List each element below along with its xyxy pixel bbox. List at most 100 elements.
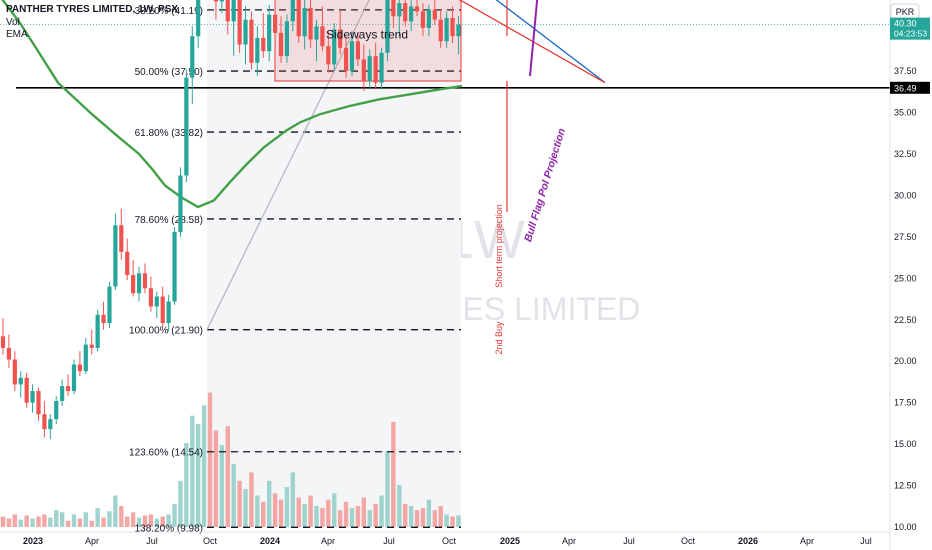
volume-bar bbox=[314, 506, 319, 527]
candle-body bbox=[438, 19, 443, 42]
volume-bar bbox=[113, 495, 118, 527]
candle-body bbox=[231, 0, 236, 22]
price-tick-label: 25.00 bbox=[894, 273, 917, 283]
volume-bar bbox=[414, 510, 420, 527]
volume-bar bbox=[391, 422, 396, 527]
fibonacci-levels[interactable]: 0.00% (53.11)23.60% (45.74)38.20% (41.19… bbox=[129, 0, 461, 534]
time-tick-label: Apr bbox=[562, 536, 576, 546]
time-tick-label: Oct bbox=[442, 536, 457, 546]
volume-bar bbox=[190, 415, 195, 527]
volume-bar bbox=[18, 519, 23, 527]
candle-body bbox=[160, 296, 165, 324]
candle-body bbox=[308, 8, 313, 40]
candle-body bbox=[12, 359, 17, 385]
candle-body bbox=[154, 296, 159, 307]
fib-level-label: 50.00% (37.50) bbox=[135, 67, 203, 78]
price-tick-label: 12.50 bbox=[894, 481, 917, 491]
volume-bar bbox=[320, 508, 325, 527]
fib-level-label: 138.20% (9.98) bbox=[135, 523, 203, 534]
candle-body bbox=[18, 377, 23, 385]
price-axis[interactable]: PKR 10.00 12.50 15.00 17.50 20.00 22.50 25.00 27… bbox=[889, 0, 932, 550]
volume-bar bbox=[24, 515, 29, 527]
candle-body bbox=[343, 47, 349, 72]
candle-body bbox=[379, 52, 384, 83]
price-tick-label: 37.50 bbox=[894, 66, 917, 76]
candle-body bbox=[178, 175, 183, 232]
candle-body bbox=[184, 77, 189, 176]
short-projection-label: Short term projection bbox=[494, 204, 504, 288]
volume-bar bbox=[225, 426, 230, 527]
volume-legend: Vol bbox=[6, 17, 20, 28]
volume-bar bbox=[101, 517, 106, 527]
candle-body bbox=[83, 344, 88, 372]
volume-bar bbox=[343, 501, 349, 527]
candle-body bbox=[284, 21, 290, 57]
volume-bar bbox=[349, 508, 355, 527]
volume-bar bbox=[397, 485, 402, 527]
candle-body bbox=[95, 314, 100, 348]
fib-level-label: 123.60% (14.54) bbox=[129, 448, 203, 459]
volume-bar bbox=[219, 445, 225, 527]
volume-bar bbox=[408, 506, 414, 527]
volume-bar bbox=[54, 510, 59, 527]
volume-bar bbox=[290, 472, 296, 527]
candle-body bbox=[54, 400, 59, 420]
volume-bar bbox=[59, 512, 65, 527]
time-tick-label: Jul bbox=[860, 536, 872, 546]
candle-body bbox=[267, 14, 272, 52]
candle-body bbox=[65, 386, 71, 392]
volume-bar bbox=[12, 514, 18, 527]
volume-bar bbox=[89, 520, 94, 527]
current-price-value: 40.30 bbox=[894, 19, 917, 29]
volume-bar bbox=[308, 495, 313, 527]
volume-bar bbox=[83, 512, 89, 527]
ema-line bbox=[1, 0, 463, 209]
volume-bar bbox=[403, 503, 408, 527]
ema-polyline bbox=[1, 0, 463, 209]
volume-bar bbox=[272, 493, 278, 527]
volume-bar bbox=[154, 518, 159, 527]
volume-bar bbox=[456, 515, 461, 527]
currency-label: PKR bbox=[896, 7, 915, 17]
blue-trendline[interactable] bbox=[257, 0, 606, 84]
volume-bar bbox=[148, 514, 154, 527]
price-tick-label: 35.00 bbox=[894, 108, 917, 118]
candle-body bbox=[213, 0, 219, 2]
candle-body bbox=[60, 386, 65, 401]
volume-bar bbox=[48, 517, 53, 527]
volume-bar bbox=[166, 514, 171, 527]
volume-bar bbox=[125, 516, 130, 527]
candle-body bbox=[302, 8, 307, 37]
candle-body bbox=[261, 37, 266, 52]
volume-bar bbox=[426, 499, 432, 527]
candle-body bbox=[367, 56, 372, 81]
price-tick-label: 32.50 bbox=[894, 149, 917, 159]
volume-bar bbox=[243, 489, 248, 527]
candle-body bbox=[101, 314, 106, 324]
time-axis[interactable]: 2023 Apr Jul Oct 2024 Apr Jul Oct 2025 Apr Jul Oct 2… bbox=[0, 531, 890, 546]
fib-trend-line bbox=[206, 0, 370, 330]
candle-body bbox=[237, 0, 242, 45]
volume-bars bbox=[0, 392, 461, 527]
volume-bar bbox=[95, 508, 100, 527]
volume-bar bbox=[266, 480, 272, 527]
volume-bar bbox=[77, 518, 83, 527]
candle-body bbox=[349, 41, 355, 72]
volume-bar bbox=[160, 516, 165, 527]
sideways-label: Sideways trend bbox=[326, 28, 408, 42]
bar-countdown: 04:23:53 bbox=[894, 29, 927, 39]
candle-body bbox=[326, 46, 331, 65]
candle-body bbox=[444, 17, 449, 42]
candle-body bbox=[361, 59, 366, 81]
price-tick-label: 17.50 bbox=[894, 398, 917, 408]
candle-body bbox=[24, 377, 29, 403]
volume-bar bbox=[172, 503, 177, 527]
candle-body bbox=[290, 0, 295, 22]
volume-bar bbox=[0, 516, 6, 527]
chart-title: PANTHER TYRES LIMITED, 1W, PSX bbox=[6, 4, 179, 15]
candle-body bbox=[166, 301, 171, 324]
red-trendline[interactable] bbox=[262, 0, 606, 84]
volume-bar bbox=[36, 516, 41, 527]
